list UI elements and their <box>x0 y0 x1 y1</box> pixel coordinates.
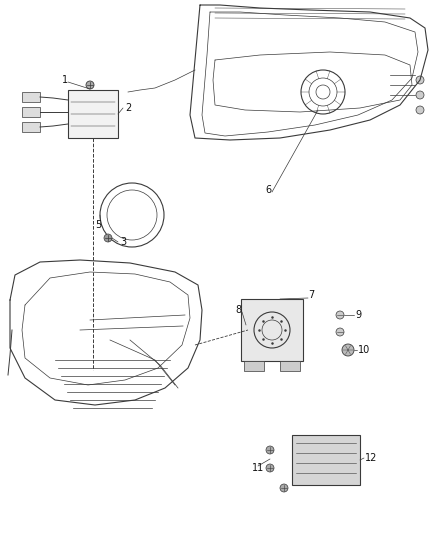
Circle shape <box>266 446 274 454</box>
Text: 7: 7 <box>308 290 314 300</box>
Bar <box>280 361 300 371</box>
Bar <box>68 90 118 138</box>
Text: 10: 10 <box>358 345 370 355</box>
Bar <box>22 107 40 117</box>
Text: 5: 5 <box>95 220 101 230</box>
Text: 6: 6 <box>265 185 271 195</box>
Circle shape <box>416 76 424 84</box>
Circle shape <box>86 81 94 89</box>
Circle shape <box>416 91 424 99</box>
Text: 9: 9 <box>355 310 361 320</box>
Text: 3: 3 <box>120 237 126 247</box>
Circle shape <box>336 311 344 319</box>
Circle shape <box>280 484 288 492</box>
Circle shape <box>336 328 344 336</box>
Text: 12: 12 <box>365 453 378 463</box>
Text: 1: 1 <box>62 75 68 85</box>
Text: 8: 8 <box>235 305 241 315</box>
Text: 11: 11 <box>252 463 264 473</box>
Bar <box>241 299 303 361</box>
Bar <box>292 435 360 485</box>
Circle shape <box>416 106 424 114</box>
Bar <box>244 361 264 371</box>
Bar <box>22 122 40 132</box>
Circle shape <box>342 344 354 356</box>
Bar <box>22 92 40 102</box>
Text: 2: 2 <box>125 103 131 113</box>
Circle shape <box>104 234 112 242</box>
Circle shape <box>266 464 274 472</box>
